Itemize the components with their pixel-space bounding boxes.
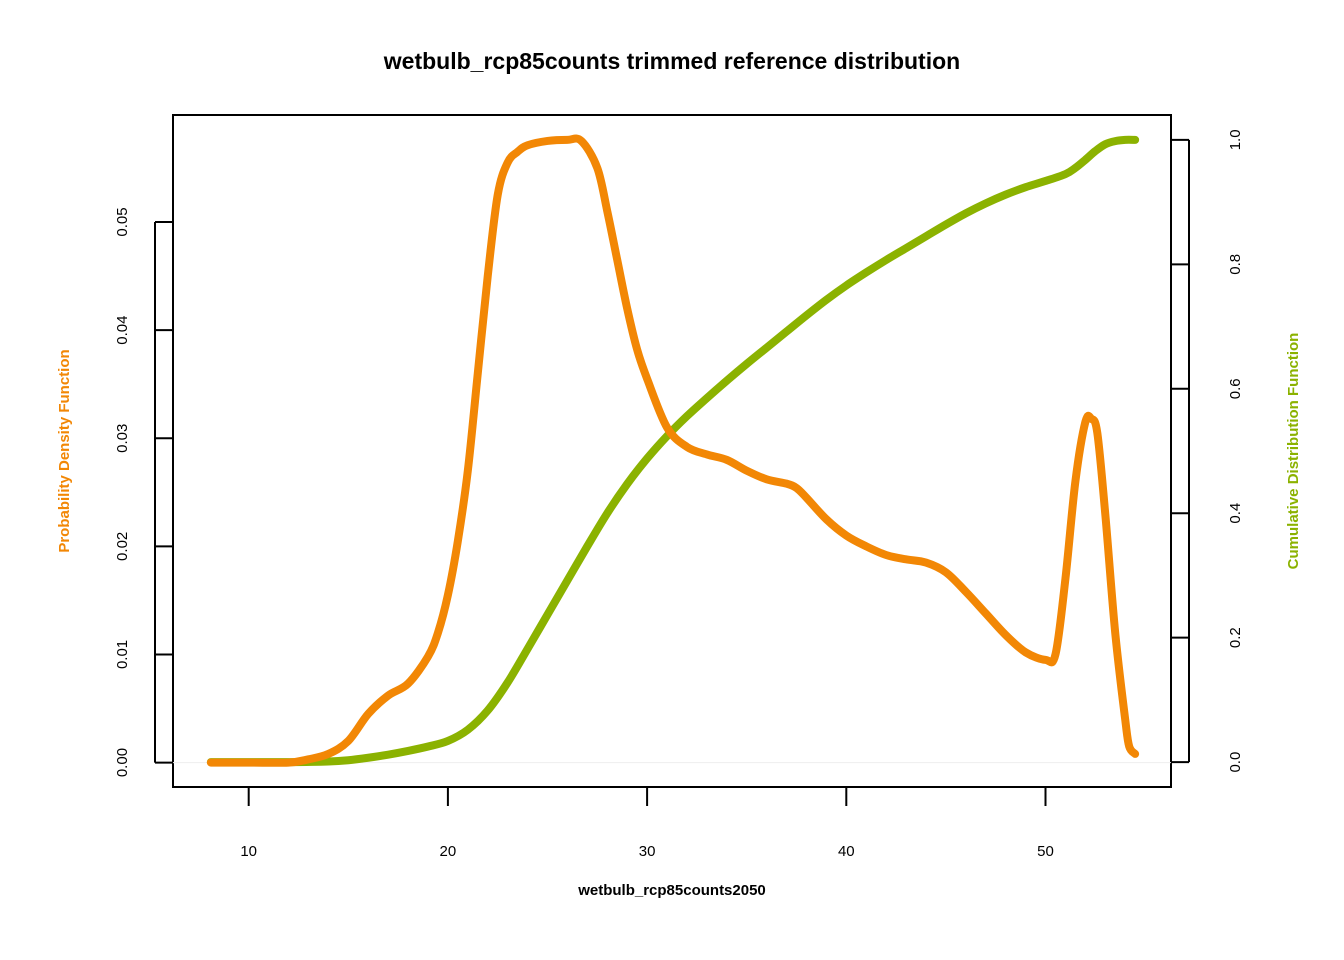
y-right-tick-label: 0.4 [1227,503,1244,524]
y-left-tick-label: 0.00 [114,748,131,777]
y-right-tick-label: 0.6 [1227,378,1244,399]
x-tick-label: 30 [639,843,656,860]
plot-frame [172,114,1172,788]
cdf-series-line [206,135,1140,767]
x-tick-label: 50 [1037,843,1054,860]
x-axis-title: wetbulb_rcp85counts2050 [577,882,766,899]
y-left-tick-label: 0.05 [114,207,131,236]
y-left-tick-label: 0.03 [114,424,131,453]
y-left-axis: 0.00 0.01 0.02 0.03 0.04 0.05 [114,207,173,777]
y-left-tick-label: 0.04 [114,316,131,345]
y-left-axis-title: Probability Density Function [56,349,73,552]
y-right-tick-label: 1.0 [1227,129,1244,150]
y-right-tick-label: 0.0 [1227,752,1244,773]
x-tick-label: 20 [440,843,457,860]
series-layer [173,134,1171,767]
pdf-series-line [206,134,1140,767]
y-right-axis: 0.0 0.2 0.4 0.6 0.8 1.0 [1171,129,1244,773]
y-left-tick-label: 0.02 [114,532,131,561]
x-tick-label: 10 [240,843,257,860]
y-right-tick-label: 0.2 [1227,627,1244,648]
chart-title: wetbulb_rcp85counts trimmed reference di… [383,48,960,74]
y-left-tick-label: 0.01 [114,640,131,669]
x-tick-label: 40 [838,843,855,860]
x-axis: 10 20 30 40 50 [240,786,1054,860]
y-right-axis-title: Cumulative Distribution Function [1285,333,1302,570]
y-right-tick-label: 0.8 [1227,254,1244,275]
